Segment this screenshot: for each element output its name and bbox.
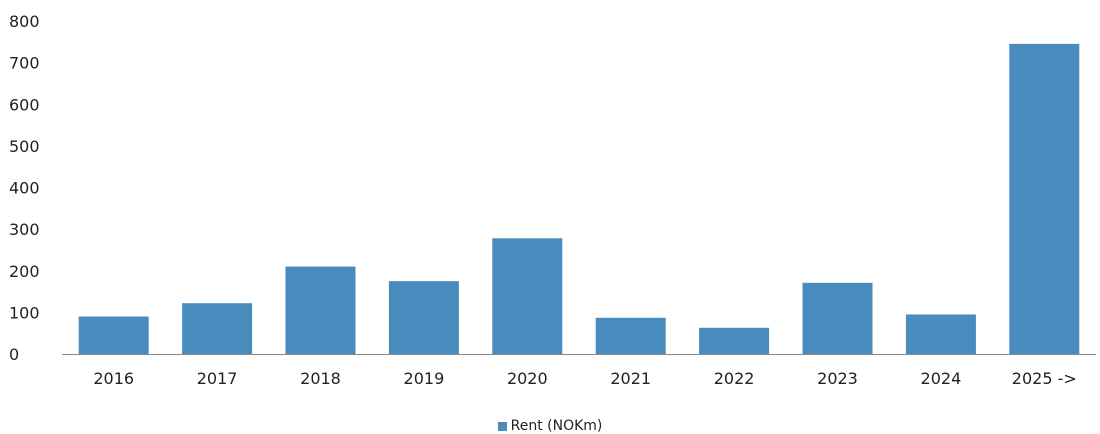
y-tick-label: 0 bbox=[9, 345, 19, 364]
x-tick-label: 2025 -> bbox=[1012, 369, 1077, 388]
y-tick-label: 100 bbox=[9, 303, 40, 322]
legend-swatch bbox=[498, 422, 507, 431]
x-tick-label: 2023 bbox=[817, 369, 858, 388]
bar bbox=[906, 314, 976, 354]
x-tick-label: 2024 bbox=[921, 369, 962, 388]
y-tick-label: 200 bbox=[9, 262, 40, 281]
legend-label: Rent (NOKm) bbox=[511, 418, 603, 434]
x-axis-tick-labels: 2016 2017 2018 2019 2020 2021 2022 2023 2024 2025… bbox=[93, 369, 1076, 388]
bar bbox=[699, 328, 769, 354]
y-tick-label: 500 bbox=[9, 137, 40, 156]
x-tick-label: 2021 bbox=[610, 369, 651, 388]
x-tick-label: 2020 bbox=[507, 369, 548, 388]
bar bbox=[492, 238, 562, 354]
x-tick-label: 2022 bbox=[714, 369, 755, 388]
y-axis-tick-labels: 0 100 200 300 400 500 600 700 800 bbox=[9, 12, 40, 364]
bar bbox=[182, 303, 252, 354]
bar bbox=[803, 283, 873, 354]
legend: Rent (NOKm) bbox=[0, 418, 1100, 434]
y-tick-label: 800 bbox=[9, 12, 40, 31]
x-tick-label: 2016 bbox=[93, 369, 134, 388]
bar bbox=[1009, 44, 1079, 354]
y-tick-label: 300 bbox=[9, 220, 40, 239]
bar bbox=[596, 318, 666, 354]
y-tick-label: 600 bbox=[9, 95, 40, 114]
bar bbox=[286, 267, 356, 354]
y-tick-label: 700 bbox=[9, 54, 40, 73]
y-tick-label: 400 bbox=[9, 179, 40, 198]
x-tick-label: 2019 bbox=[404, 369, 445, 388]
x-tick-label: 2018 bbox=[300, 369, 341, 388]
x-tick-label: 2017 bbox=[197, 369, 238, 388]
bar bbox=[79, 317, 149, 354]
bars bbox=[79, 44, 1080, 354]
bar bbox=[389, 281, 459, 354]
